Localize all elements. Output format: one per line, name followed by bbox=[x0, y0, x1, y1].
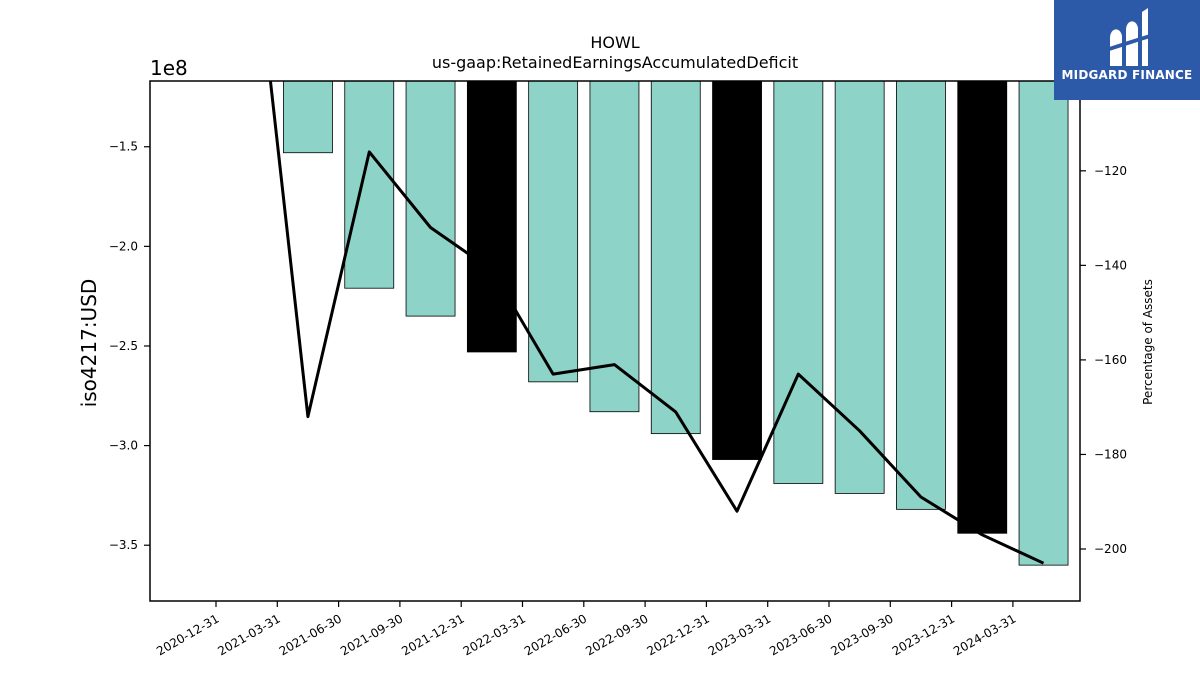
x-tick-label: 2023-09-30 bbox=[828, 611, 895, 658]
line-layer bbox=[268, 81, 1045, 565]
y2-tick-label: −200 bbox=[1094, 542, 1127, 556]
x-tick-label: 2021-12-31 bbox=[399, 611, 466, 658]
percentage-line bbox=[268, 81, 1045, 565]
bar-2021-09-30 bbox=[405, 81, 456, 317]
x-tick-label: 2022-12-31 bbox=[644, 611, 711, 658]
bar-2022-03-31 bbox=[528, 81, 579, 383]
x-tick-label: 2023-06-30 bbox=[767, 611, 834, 658]
bar-2023-06-30 bbox=[834, 81, 885, 494]
bar-2021-03-31 bbox=[283, 81, 333, 154]
bar-2021-06-30 bbox=[344, 81, 395, 289]
bar-2023-03-31 bbox=[773, 81, 824, 484]
bar-2022-09-30 bbox=[650, 81, 701, 435]
y-tick-label: −2.5 bbox=[109, 339, 138, 353]
x-tick-label: 2022-06-30 bbox=[522, 611, 589, 658]
bar-2022-06-30 bbox=[589, 81, 640, 413]
y2-tick-label: −140 bbox=[1094, 258, 1127, 272]
x-tick-label: 2022-03-31 bbox=[461, 611, 528, 658]
x-tick-label: 2024-03-31 bbox=[951, 611, 1018, 658]
chart-title: HOWL bbox=[590, 33, 639, 52]
plot-frame bbox=[149, 80, 1081, 602]
y-tick-label: −3.0 bbox=[109, 439, 138, 453]
y-tick-label: −2.0 bbox=[109, 239, 138, 253]
bar-2023-09-30 bbox=[896, 81, 946, 510]
y-axis-label: iso4217:USD bbox=[77, 279, 101, 408]
bar-2021-12-31 bbox=[466, 81, 517, 353]
x-tick-label: 2021-09-30 bbox=[338, 611, 405, 658]
x-tick-label: 2021-06-30 bbox=[277, 611, 344, 658]
brand-logo: MIDGARD FINANCE bbox=[1054, 0, 1200, 100]
bar-2023-12-31 bbox=[957, 81, 1008, 534]
bar-2024-03-31 bbox=[1018, 81, 1069, 566]
x-tick-label: 2022-09-30 bbox=[583, 611, 650, 658]
y-tick-label: −3.5 bbox=[109, 538, 138, 552]
y-tick-label: −1.5 bbox=[109, 140, 138, 154]
y2-tick-label: −180 bbox=[1094, 447, 1127, 461]
logo-text: MIDGARD FINANCE bbox=[1061, 68, 1193, 82]
y2-axis-label: Percentage of Assets bbox=[1141, 279, 1155, 405]
logo-mark-icon bbox=[1106, 8, 1150, 66]
x-tick-label: 2023-12-31 bbox=[890, 611, 957, 658]
x-tick-label: 2023-03-31 bbox=[706, 611, 773, 658]
y2-tick-label: −120 bbox=[1094, 164, 1127, 178]
bar-layer bbox=[283, 81, 1069, 566]
x-tick-label: 2021-03-31 bbox=[215, 611, 282, 658]
y2-tick-label: −160 bbox=[1094, 353, 1127, 367]
chart-subtitle: us-gaap:RetainedEarningsAccumulatedDefic… bbox=[432, 53, 798, 72]
x-tick-label: 2020-12-31 bbox=[154, 611, 221, 658]
bar-2022-12-31 bbox=[712, 81, 762, 460]
y-scale-label: 1e8 bbox=[150, 56, 188, 80]
